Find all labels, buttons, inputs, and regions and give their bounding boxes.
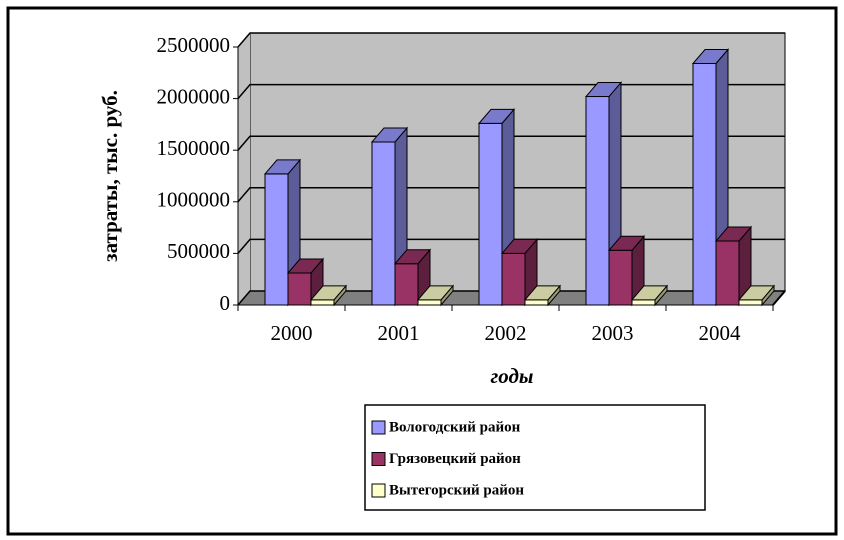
bar	[264, 173, 289, 306]
x-tick-label: 2003	[592, 321, 634, 345]
legend-swatch	[371, 452, 386, 466]
legend-label: Вологодский район	[389, 419, 521, 435]
grid-line	[237, 32, 785, 48]
bar-top	[630, 285, 669, 301]
bar-top	[714, 226, 753, 242]
bar	[394, 263, 419, 306]
bar	[524, 299, 549, 306]
legend-label: Вытегорский район	[389, 482, 524, 498]
bar-top	[691, 49, 730, 65]
y-tick-label: 500000	[167, 239, 230, 263]
bar-top	[500, 238, 539, 254]
bar	[287, 272, 312, 306]
x-tick-label: 2000	[271, 321, 313, 345]
legend-label: Грязовецкий район	[389, 451, 521, 467]
bar	[371, 141, 396, 306]
bar-top	[286, 258, 325, 274]
y-tick-label: 1500000	[157, 136, 231, 160]
bar	[631, 299, 656, 306]
y-tick-label: 0	[220, 291, 231, 315]
legend-swatch	[371, 420, 386, 435]
x-tick-label: 2001	[378, 321, 420, 345]
bar	[501, 252, 526, 306]
legend-swatch	[371, 483, 386, 498]
bar-top	[584, 82, 623, 98]
floor-edge	[772, 290, 786, 306]
x-axis-label: годы	[491, 364, 534, 388]
bar-top	[523, 285, 562, 301]
legend	[364, 404, 706, 511]
x-tick-label: 2004	[699, 321, 742, 345]
bar-top	[737, 285, 776, 301]
bar-top	[309, 285, 348, 301]
bar	[417, 299, 442, 306]
bar	[608, 249, 633, 306]
x-tick-label: 2002	[485, 321, 527, 345]
bar-top	[477, 108, 516, 124]
bar	[692, 63, 717, 306]
bar-top	[416, 285, 455, 301]
bar-top	[263, 159, 302, 175]
bar	[585, 96, 610, 306]
bar-top	[607, 235, 646, 251]
bar	[310, 299, 335, 306]
side-wall	[238, 33, 250, 305]
y-tick-label: 2000000	[157, 84, 231, 108]
y-tick-label: 2500000	[157, 33, 231, 57]
bar	[478, 122, 503, 306]
y-tick-label: 1000000	[157, 188, 231, 212]
bar	[715, 240, 740, 306]
bar	[738, 299, 763, 306]
bar-top	[370, 127, 409, 143]
bar-top	[393, 249, 432, 265]
y-axis-label: затраты, тыс. руб.	[98, 90, 122, 262]
